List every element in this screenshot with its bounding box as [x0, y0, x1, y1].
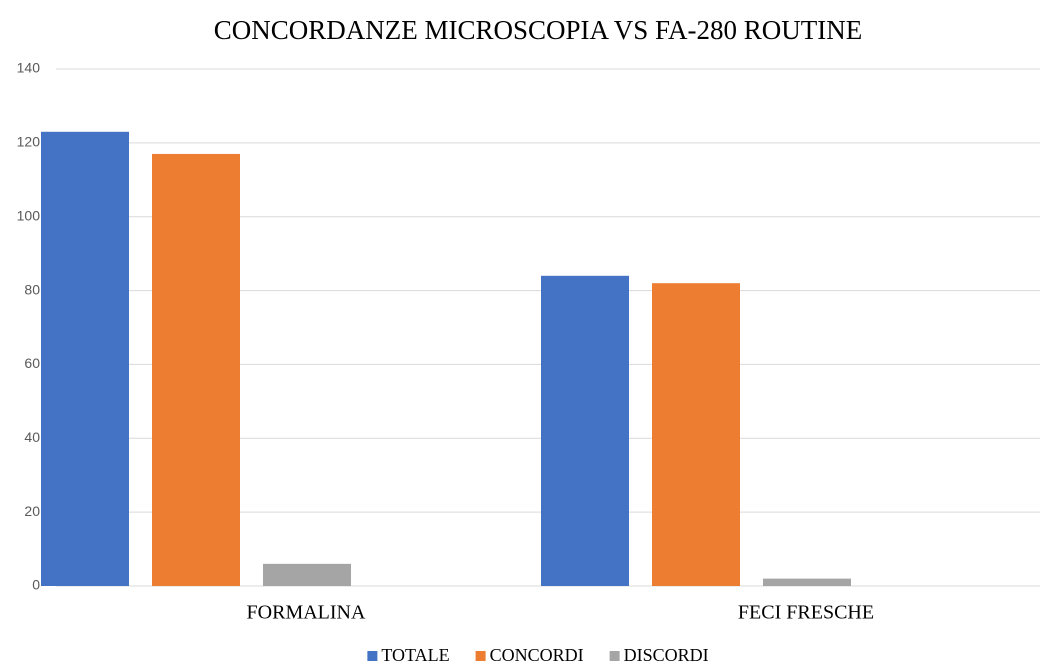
x-tick-label: FORMALINA: [247, 602, 366, 624]
y-tick-label: 120: [17, 134, 41, 150]
y-tick-label: 140: [17, 60, 41, 76]
y-tick-label: 100: [17, 207, 41, 223]
y-tick-label: 0: [32, 577, 40, 593]
y-tick-label: 20: [24, 503, 40, 519]
bar: [41, 131, 129, 586]
legend-swatch: [609, 651, 620, 661]
bar: [652, 283, 740, 586]
legend: TOTALE CONCORDI DISCORDI: [367, 645, 709, 664]
y-tick-label: 60: [24, 355, 40, 371]
chart-title: CONCORDANZE MICROSCOPIA VS FA-280 ROUTIN…: [214, 15, 863, 45]
bar: [263, 563, 351, 586]
bar: [763, 578, 851, 586]
bar: [541, 275, 629, 586]
legend-label: DISCORDI: [624, 645, 709, 664]
legend-swatch: [475, 651, 486, 661]
legend-label: TOTALE: [381, 645, 449, 664]
legend-swatch: [367, 651, 378, 661]
bar: [152, 153, 240, 586]
y-tick-label: 80: [24, 281, 40, 297]
x-tick-label: FECI FRESCHE: [738, 602, 874, 624]
y-tick-label: 40: [24, 429, 40, 445]
legend-label: CONCORDI: [490, 645, 584, 664]
